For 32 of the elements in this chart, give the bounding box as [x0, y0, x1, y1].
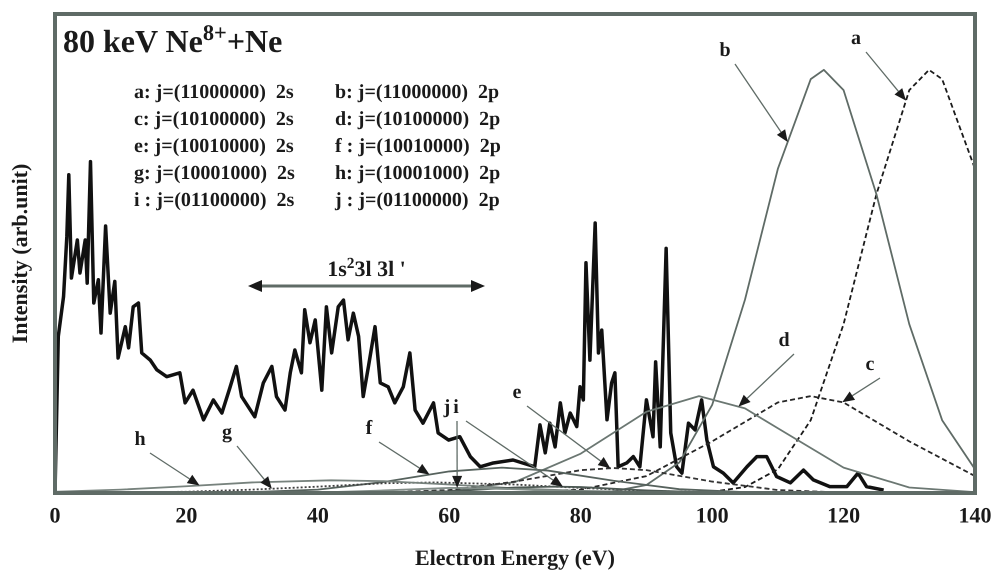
x-tick-label: 120	[827, 502, 860, 528]
x-tick-label: 0	[50, 502, 60, 528]
text: b	[719, 39, 731, 61]
annotation: h: j=(10001000) 2p	[335, 162, 500, 184]
x-tick-label: 140	[958, 502, 992, 528]
annotation: f : j=(10010000) 2p	[335, 135, 501, 157]
series-label: c	[866, 353, 875, 375]
x-tick-label: 100	[696, 502, 729, 528]
annotation: e: j=(10010000) 2s	[134, 135, 294, 157]
annotation: 1s$^{2}$3l 3l '	[327, 254, 406, 281]
x-tick-label: 20	[175, 502, 198, 528]
y-axis-title: Intensity (arb.unit)	[7, 164, 32, 344]
series-label: h	[134, 428, 146, 450]
annotation: i : j=(01100000) 2s	[134, 189, 294, 211]
text: f	[366, 417, 373, 439]
text: d	[778, 329, 790, 351]
text: e	[512, 381, 522, 403]
text: j	[442, 396, 450, 418]
x-tick-label: 40	[306, 502, 329, 528]
text: i	[453, 396, 460, 418]
annotation: c: j=(10100000) 2s	[134, 108, 294, 130]
annotation: d: j=(10100000) 2p	[335, 108, 500, 130]
annotation: b: j=(11000000) 2p	[335, 81, 500, 103]
text: a	[851, 27, 861, 49]
chart-title: 80 keV Ne$^{8+}$+Ne	[63, 20, 282, 59]
annotation: j : j=(01100000) 2p	[334, 189, 500, 211]
x-axis-title: Electron Energy (eV)	[415, 545, 615, 570]
annotation: a: j=(11000000) 2s	[134, 81, 294, 103]
x-tick-label: 60	[438, 502, 460, 528]
text: g	[222, 421, 232, 443]
annotation: g: j=(10001000) 2s	[134, 162, 296, 184]
x-tick-label: 80	[570, 502, 592, 528]
